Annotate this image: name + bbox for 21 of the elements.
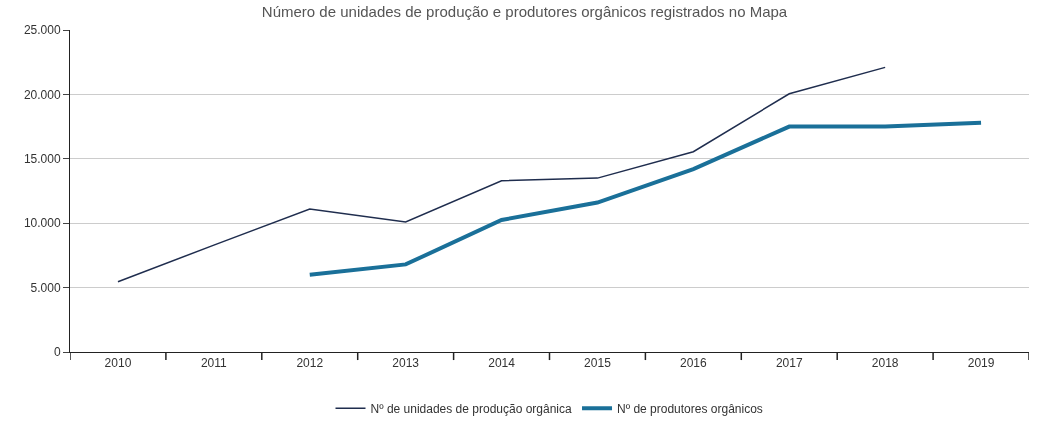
x-tick-label: 2013 [392,356,420,371]
x-tick-label: 2016 [680,356,708,371]
x-tick-label: 2019 [967,356,995,371]
x-tick-label: 2017 [775,356,803,371]
legend-label: Nº de produtores orgânicos [617,402,763,417]
chart-title: Número de unidades de produção e produtores orgânicos registrados no Mapa [261,3,788,21]
x-tick-label: 2018 [871,356,899,371]
x-tick-label: 2010 [104,356,132,371]
x-tick-label: 2014 [488,356,516,371]
line-series [307,120,984,277]
x-tick-label: 2011 [200,356,228,371]
legend-label: Nº de unidades de produção orgânica [370,402,573,417]
y-tick-label: 20.000 [23,87,61,102]
y-tick-label: 0 [53,345,61,360]
x-tick-label: 2012 [296,356,324,371]
line-series [117,66,886,283]
y-tick-label: 10.000 [23,216,61,231]
y-tick-label: 15.000 [23,152,61,166]
y-tick-label: 25.000 [23,23,61,38]
x-tick-label: 2015 [584,356,612,371]
y-tick-label: 5.000 [30,280,61,295]
